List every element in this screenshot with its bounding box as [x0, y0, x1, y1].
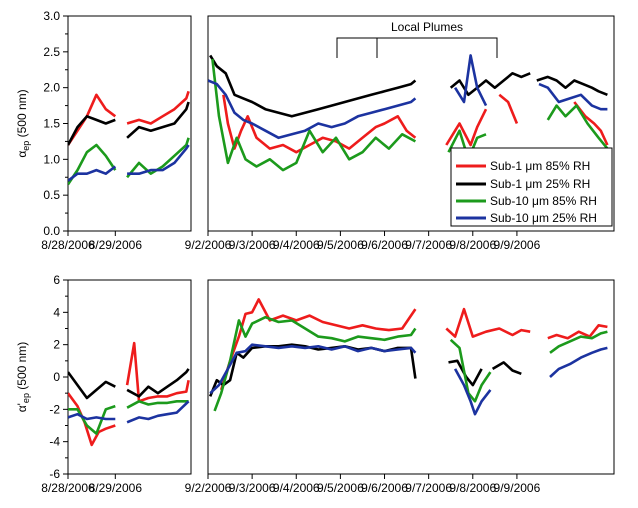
series-line-bottom-1-1 [126, 368, 190, 398]
series-line-bottom-2-0 [68, 404, 116, 435]
legend: Sub-1 μm 85% RH Sub-1 μm 25% RH Sub-10 μ… [450, 147, 613, 227]
y-tick-label-top-4: 2.0 [43, 81, 60, 95]
series-line-top-3-4 [538, 82, 608, 111]
y-axis-label-subscript: ep [21, 393, 31, 403]
x-tick-label-bottom-right-3: 9/5/2006 [317, 481, 364, 495]
series-line-top-2-0 [68, 143, 117, 186]
series-line-bottom-0-2 [219, 298, 417, 391]
y-axis-label-unit: (500 nm) [15, 342, 29, 393]
series-line-bottom-3-0 [68, 412, 116, 421]
series-line-top-0-2 [222, 94, 417, 154]
y-axis-label-top: αep (500 nm) [15, 89, 31, 157]
y-tick-label-top-6: 3.0 [43, 9, 60, 23]
x-tick-label-top-right-7: 9/9/2006 [494, 238, 541, 252]
y-tick-label-bottom-3: 0 [53, 370, 60, 384]
series-line-top-0-3 [445, 108, 488, 147]
series-line-top-1-0 [68, 115, 116, 146]
x-tick-label-top-right-2: 9/4/2006 [273, 238, 320, 252]
x-tick-label-bottom-right-6: 9/8/2006 [449, 481, 496, 495]
series-line-top-1-4 [536, 75, 608, 97]
x-tick-label-top-right-6: 9/8/2006 [449, 238, 496, 252]
x-tick-label-top-right-5: 9/7/2006 [405, 238, 452, 252]
series-line-bottom-3-3 [453, 368, 492, 416]
series-line-top-3-0 [68, 165, 117, 182]
local-plumes-annotation: Local Plumes [336, 20, 498, 58]
y-tick-label-bottom-2: -2 [49, 402, 60, 416]
legend-label-sub10-25: Sub-10 μm 25% RH [490, 211, 597, 225]
y-tick-label-top-5: 2.5 [43, 45, 60, 59]
y-axis-label-bottom: α'ep (500 nm) [15, 342, 31, 413]
series-line-top-0-0 [68, 93, 117, 146]
y-axis-label-subscript: ep [21, 141, 31, 151]
series-line-top-3-3 [453, 54, 488, 107]
y-tick-label-top-3: 1.5 [43, 117, 60, 131]
series-line-top-2-4 [546, 104, 609, 150]
y-tick-label-top-2: 1.0 [43, 152, 60, 166]
series-line-bottom-3-4 [549, 346, 608, 378]
x-tick-label-bottom-right-0: 9/2/2006 [185, 481, 232, 495]
y-tick-label-top-0: 0.0 [43, 224, 60, 238]
x-tick-label-bottom-left-1: 8/29/2006 [89, 481, 143, 495]
y-tick-label-bottom-6: 6 [53, 273, 60, 287]
local-plumes-label: Local Plumes [391, 20, 463, 34]
legend-label-sub1-85: Sub-1 μm 85% RH [490, 159, 590, 173]
y-tick-label-bottom-0: -6 [49, 467, 60, 481]
x-tick-label-bottom-right-2: 9/4/2006 [273, 481, 320, 495]
x-tick-label-bottom-right-4: 9/6/2006 [361, 481, 408, 495]
series-line-bottom-2-3 [449, 338, 492, 403]
x-tick-label-top-right-0: 9/2/2006 [185, 238, 232, 252]
axes-frame-bottom-right [207, 279, 615, 475]
series-line-bottom-0-0 [68, 392, 116, 447]
x-tick-label-bottom-right-5: 9/7/2006 [405, 481, 452, 495]
series-line-top-2-1 [126, 137, 190, 179]
series-line-bottom-1-4 [491, 361, 522, 376]
series-line-top-3-1 [127, 144, 190, 175]
series-line-bottom-2-1 [126, 399, 189, 409]
x-tick-label-top-right-1: 9/3/2006 [229, 238, 276, 252]
y-tick-label-bottom-5: 4 [53, 305, 60, 319]
series-line-top-3-2 [208, 79, 417, 140]
series-line-top-0-1 [126, 90, 190, 125]
series-line-bottom-3-1 [126, 400, 190, 424]
axes-frame-top-right [207, 15, 615, 232]
series-line-top-0-4 [498, 93, 519, 124]
series-line-bottom-1-0 [68, 371, 116, 400]
series-line-bottom-2-2 [213, 315, 417, 412]
x-tick-label-top-right-4: 9/6/2006 [361, 238, 408, 252]
series-line-bottom-0-1 [125, 341, 190, 403]
series-line-bottom-0-3 [445, 307, 531, 338]
series-line-bottom-3-2 [209, 343, 417, 395]
y-axis-label-unit: (500 nm) [15, 89, 29, 140]
series-line-bottom-0-4 [547, 323, 608, 340]
local-plumes-bracket [336, 37, 498, 58]
x-tick-label-top-right-3: 9/5/2006 [317, 238, 364, 252]
series-line-bottom-2-4 [549, 330, 608, 354]
x-tick-label-bottom-right-7: 9/9/2006 [494, 481, 541, 495]
y-tick-label-bottom-4: 2 [53, 338, 60, 352]
y-axis-label-symbol: α [15, 151, 29, 158]
y-tick-label-top-1: 0.5 [43, 188, 60, 202]
x-tick-label-top-left-0: 8/28/2006 [41, 238, 95, 252]
x-tick-label-bottom-right-1: 9/3/2006 [229, 481, 276, 495]
y-tick-label-bottom-1: -4 [49, 435, 60, 449]
x-tick-label-top-left-1: 8/29/2006 [89, 238, 143, 252]
legend-box [450, 147, 613, 227]
legend-label-sub10-85: Sub-10 μm 85% RH [490, 194, 597, 208]
x-tick-label-bottom-left-0: 8/28/2006 [41, 481, 95, 495]
series-line-top-1-2 [209, 54, 417, 118]
series-line-top-2-2 [211, 58, 417, 172]
legend-label-sub1-25: Sub-1 μm 25% RH [490, 177, 590, 191]
y-axis-label-symbol: α' [15, 403, 29, 412]
series-line-top-1-3 [449, 72, 531, 97]
series-line-top-1-1 [126, 101, 190, 139]
